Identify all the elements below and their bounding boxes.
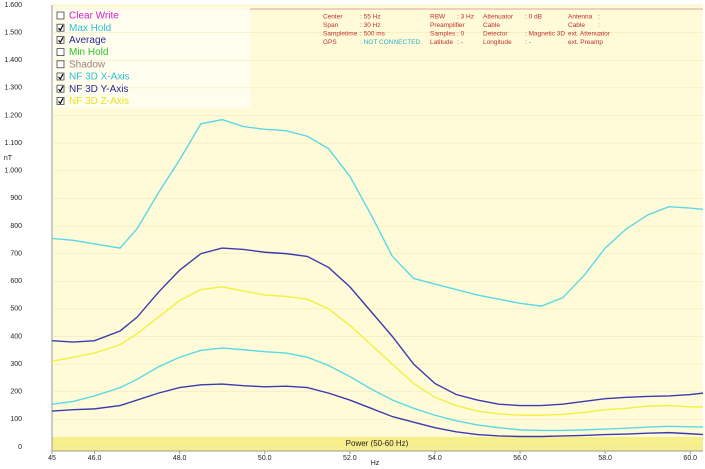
info-label: RBW	[430, 14, 446, 21]
x-tick-label: 56.0	[513, 455, 527, 462]
legend-checkbox	[56, 36, 65, 44]
y-tick-label: 300	[10, 361, 22, 368]
y-tick-label: 900	[10, 195, 22, 202]
info-label: Sampletime	[323, 31, 358, 38]
x-axis-label: Hz	[371, 460, 380, 467]
y-tick-label: 1.000	[4, 168, 22, 175]
info-value: : Magnetic 3D	[525, 31, 565, 38]
y-tick-label: 200	[10, 389, 22, 396]
info-label: Center	[323, 14, 343, 21]
y-tick-label: 1.100	[4, 140, 22, 147]
info-value: : -	[457, 39, 463, 46]
info-value: :	[598, 14, 600, 21]
legend-checkbox	[56, 72, 65, 81]
x-tick-label: 54.0	[428, 455, 442, 462]
info-label: Antenna	[568, 14, 593, 21]
y-tick-label: 1.400	[4, 57, 22, 64]
info-value: : NOT CONNECTED	[360, 39, 420, 46]
y-axis-label: nT	[4, 155, 13, 162]
y-tick-label: 100	[10, 416, 22, 423]
data-line	[51, 247, 704, 407]
y-tick-label: 1.300	[4, 85, 22, 92]
legend-checkbox	[56, 97, 65, 105]
power-band	[52, 437, 703, 451]
data-line	[51, 118, 704, 307]
x-tick-label: 52.0	[343, 455, 357, 462]
legend-label: Max Hold	[69, 23, 111, 34]
x-tick-label: 46.0	[88, 455, 102, 462]
info-value: : 0 dB	[525, 14, 542, 21]
info-label: Cable	[483, 22, 500, 29]
info-value: : -	[525, 39, 531, 46]
y-tick-label: 1.200	[4, 112, 22, 119]
info-label: Samples	[430, 31, 456, 38]
x-tick-label: 58.0	[598, 455, 612, 462]
y-tick-label: 1.500	[4, 29, 22, 36]
info-value: : -	[457, 22, 463, 29]
info-label: Attenuator	[483, 14, 514, 21]
legend-check	[58, 73, 64, 81]
legend-label: Average	[69, 35, 107, 46]
y-tick-label: 0	[18, 444, 22, 451]
legend-check	[58, 85, 64, 93]
legend-checkbox	[56, 48, 65, 56]
legend-label: Shadow	[69, 59, 106, 70]
y-tick-label: 800	[10, 223, 22, 230]
info-label: Latitude	[430, 39, 454, 46]
x-tick-label: 48.0	[173, 455, 187, 462]
legend-panel	[52, 8, 250, 108]
x-tick-label: 60.0	[683, 455, 697, 462]
info-label: Longitude	[483, 39, 512, 46]
legend-check	[58, 24, 64, 32]
y-tick-label: 1.600	[4, 2, 22, 9]
info-label: ext. Attenuator	[568, 31, 611, 38]
info-value: : 55 Hz	[360, 14, 381, 21]
legend-checkbox	[56, 84, 65, 93]
info-value: : 0	[457, 31, 465, 38]
info-label: Cable	[568, 22, 585, 29]
data-line	[51, 383, 704, 438]
info-label: Preamplifier	[430, 22, 466, 29]
legend-label: NF 3D X-Axis	[69, 72, 130, 83]
legend-check	[58, 37, 64, 44]
info-value: :	[598, 31, 600, 38]
y-tick-label: 600	[10, 278, 22, 285]
legend-checkbox	[56, 23, 65, 32]
y-tick-label: 700	[10, 250, 22, 257]
legend-checkbox	[56, 60, 65, 69]
info-value: :	[598, 39, 600, 46]
info-value: : 30 Hz	[360, 22, 381, 29]
data-line	[51, 347, 704, 432]
legend-checkbox	[56, 11, 65, 20]
legend-label: NF 3D Z-Axis	[69, 96, 129, 107]
band-label: Power (50-60 Hz)	[346, 439, 409, 448]
info-label: Detector	[483, 31, 508, 38]
x-tick-label: 45	[48, 455, 56, 462]
y-tick-label: 400	[10, 333, 22, 340]
info-label: ext. Preamp	[568, 39, 603, 46]
x-tick-label: 50.0	[258, 455, 272, 462]
info-value: :	[598, 22, 600, 29]
info-label: Span	[323, 22, 339, 29]
info-label: GPS	[323, 39, 337, 46]
legend-label: NF 3D Y-Axis	[69, 84, 128, 95]
legend-check	[58, 98, 64, 105]
y-tick-label: 500	[10, 306, 22, 313]
legend-label: Clear Write	[69, 11, 119, 22]
data-line	[51, 286, 703, 416]
info-value: : 500 ms	[360, 31, 386, 38]
info-value: : 3 Hz	[457, 14, 474, 21]
legend-label: Min Hold	[69, 47, 108, 58]
